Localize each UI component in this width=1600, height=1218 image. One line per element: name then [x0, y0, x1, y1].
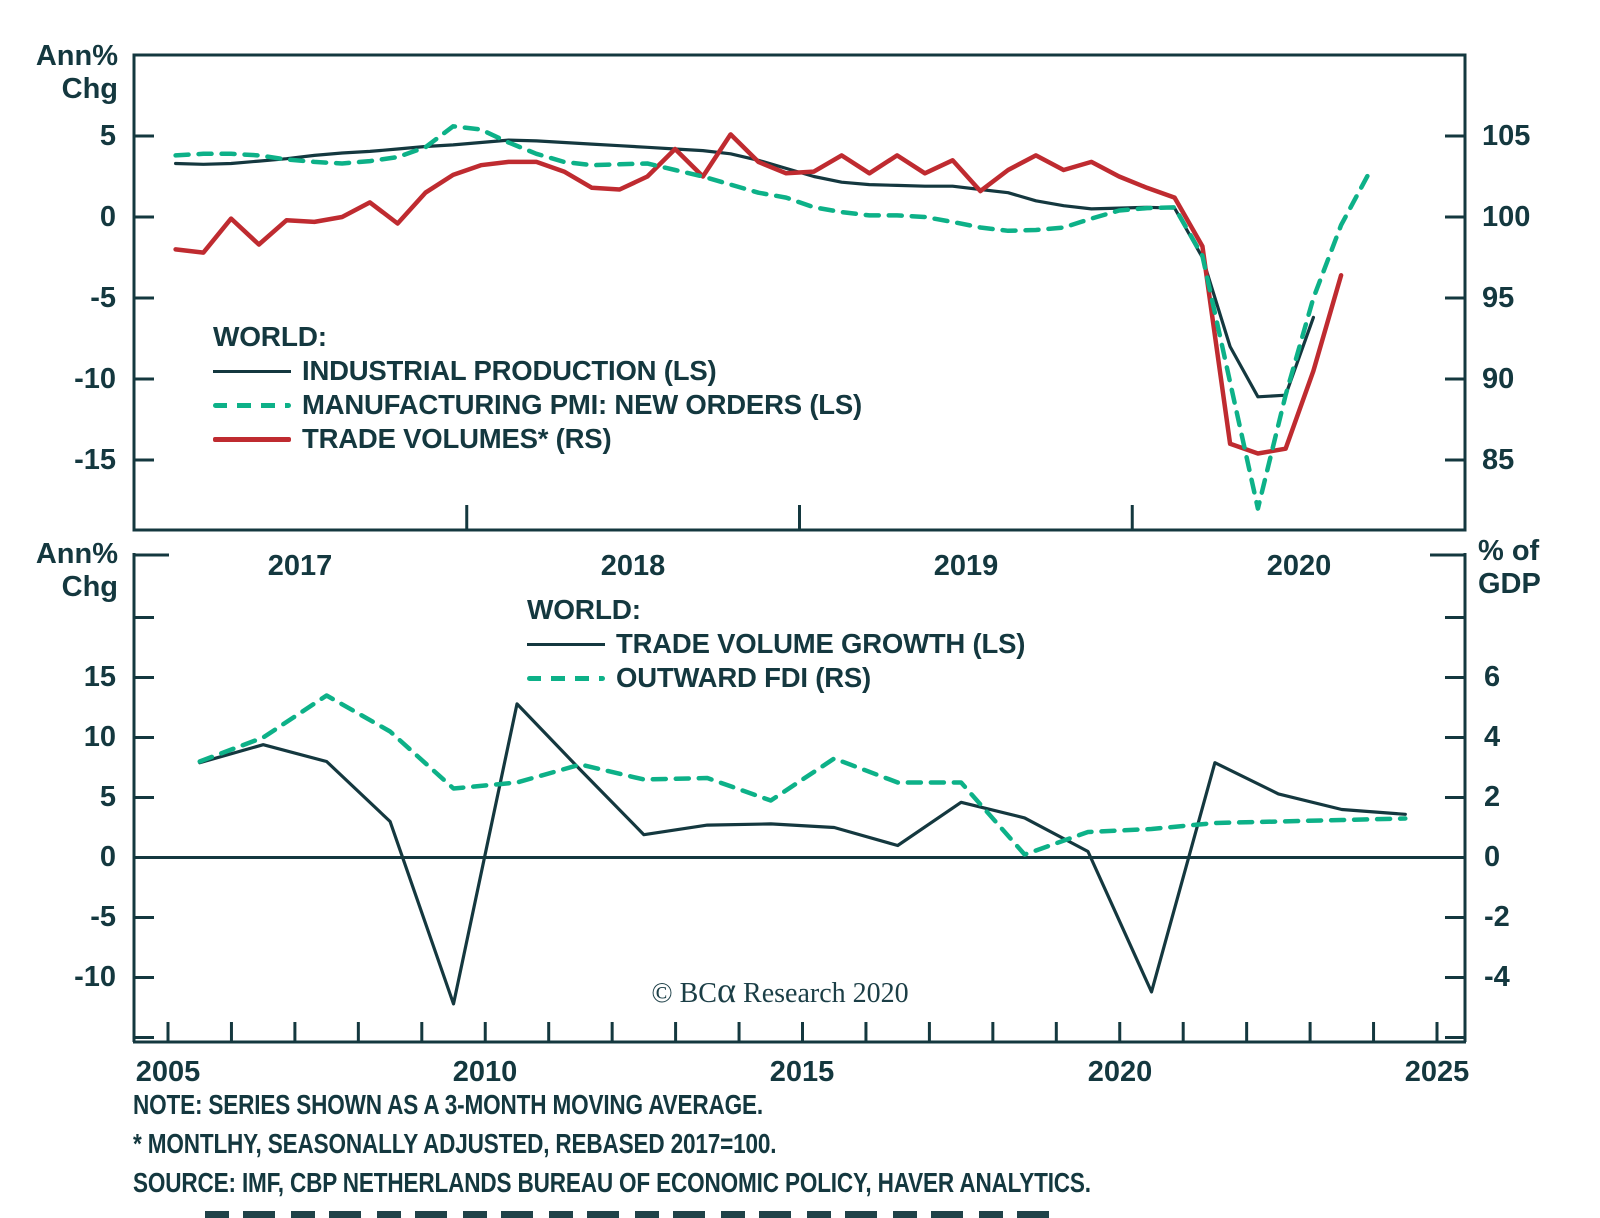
bottom-y-tick-label: -5 — [90, 901, 116, 933]
top-x-tick-label: 2019 — [933, 550, 999, 582]
bottom-y-tick-label: 15 — [83, 661, 116, 693]
bottom-x-tick-label: 2010 — [452, 1056, 518, 1088]
bottom-x-tick-label: 2015 — [769, 1056, 835, 1088]
top-y2-tick-label: 95 — [1482, 282, 1515, 314]
bottom-y-tick-label: -10 — [74, 961, 116, 993]
bottom-y2-tick-label: -4 — [1484, 961, 1510, 993]
series-line-outward-fdi-rs- — [197, 693, 1408, 857]
axis-title-line: Ann% — [35, 538, 118, 570]
bottom-y-tick-label: 5 — [99, 781, 116, 813]
bottom-left-axis-title: Ann% Chg — [22, 538, 118, 604]
bottom-legend: WORLD: TRADE VOLUME GROWTH (LS) OUTWARD … — [527, 593, 1025, 695]
copyright-suffix: Research 2020 — [736, 978, 909, 1009]
axis-title-line: GDP — [1478, 568, 1541, 600]
solid-line-swatch — [213, 436, 291, 442]
legend-item-label: OUTWARD FDI (RS) — [616, 662, 871, 693]
bottom-x-tick-label: 2005 — [135, 1056, 201, 1088]
bottom-y-tick-label: 0 — [99, 841, 116, 873]
copyright-prefix: © BC — [651, 978, 717, 1009]
bottom-y-tick-label: 10 — [83, 721, 116, 753]
axis-title-line: % of — [1478, 535, 1540, 567]
bottom-y2-tick-label: -2 — [1484, 901, 1510, 933]
bottom-y2-tick-label: 0 — [1484, 841, 1501, 873]
top-y2-tick-label: 90 — [1482, 363, 1515, 395]
legend-item-manufacturing-pmi: MANUFACTURING PMI: NEW ORDERS (LS) — [213, 388, 862, 422]
top-x-tick-label: 2020 — [1266, 550, 1332, 582]
bottom-y2-tick-label: 6 — [1484, 661, 1501, 693]
top-y-tick-label: 0 — [99, 201, 116, 233]
bottom-y2-tick-label: 4 — [1484, 721, 1501, 753]
top-y2-tick-label: 105 — [1482, 120, 1531, 152]
top-x-tick-label: 2018 — [600, 550, 666, 582]
legend-item-trade-volumes: TRADE VOLUMES* (RS) — [213, 422, 862, 456]
footnote-line: SOURCE: IMF, CBP NETHERLANDS BUREAU OF E… — [133, 1167, 1091, 1198]
top-y-tick-label: -10 — [74, 363, 116, 395]
bca-alpha-glyph: α — [716, 970, 737, 1010]
legend-item-label: TRADE VOLUME GROWTH (LS) — [616, 628, 1026, 659]
top-y-tick-label: 5 — [99, 120, 116, 152]
bottom-y2-tick-label: 2 — [1484, 781, 1501, 813]
dashed-line-swatch — [527, 675, 605, 681]
top-panel-frame — [132, 53, 1467, 532]
top-y-tick-label: -15 — [74, 444, 116, 476]
top-y-tick-label: -5 — [90, 282, 116, 314]
legend-item-outward-fdi: OUTWARD FDI (RS) — [527, 661, 1025, 695]
series-line-trade-volume-growth-ls- — [198, 702, 1407, 1006]
top-y2-tick-label: 100 — [1482, 201, 1531, 233]
legend-item-label: MANUFACTURING PMI: NEW ORDERS (LS) — [302, 389, 862, 420]
copyright-watermark: © BCα Research 2020 — [560, 972, 1000, 1010]
series-line-trade-volumes-rs- — [173, 132, 1344, 456]
top-left-axis-title: Ann% Chg — [22, 40, 118, 106]
clipped-text-row — [205, 1211, 1050, 1218]
bottom-right-axis-title: % of GDP — [1478, 535, 1588, 601]
solid-line-swatch — [213, 369, 291, 373]
dashed-line-swatch — [213, 402, 291, 408]
legend-item-label: TRADE VOLUMES* (RS) — [302, 423, 612, 454]
axis-title-line: Ann% — [35, 40, 118, 72]
axis-title-line: Chg — [61, 571, 118, 603]
legend-item-label: INDUSTRIAL PRODUCTION (LS) — [302, 355, 717, 386]
legend-title: WORLD: — [213, 321, 327, 352]
top-legend: WORLD: INDUSTRIAL PRODUCTION (LS) MANUFA… — [213, 320, 862, 456]
axis-title-line: Chg — [61, 73, 118, 105]
top-y2-tick-label: 85 — [1482, 444, 1515, 476]
legend-item-trade-volume-growth: TRADE VOLUME GROWTH (LS) — [527, 627, 1025, 661]
footnote-line: NOTE: SERIES SHOWN AS A 3-MONTH MOVING A… — [133, 1089, 763, 1120]
legend-title: WORLD: — [527, 594, 641, 625]
legend-item-industrial-production: INDUSTRIAL PRODUCTION (LS) — [213, 354, 862, 388]
solid-line-swatch — [527, 642, 605, 646]
series-line-manufacturing-pmi-new-orders-ls- — [173, 124, 1372, 511]
top-x-tick-label: 2017 — [267, 550, 333, 582]
footnote-line: * MONTLHY, SEASONALLY ADJUSTED, REBASED … — [133, 1128, 777, 1159]
bottom-x-tick-label: 2020 — [1087, 1056, 1153, 1088]
bottom-x-tick-label: 2025 — [1404, 1056, 1470, 1088]
